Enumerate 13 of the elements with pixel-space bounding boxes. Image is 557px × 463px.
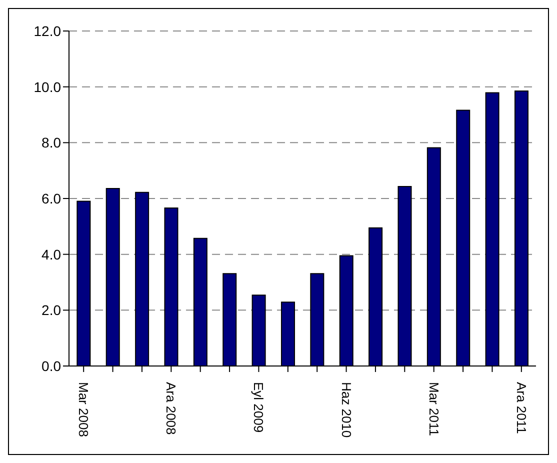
y-tick-label: 4.0 (42, 246, 62, 262)
x-tick-label: Mar 2008 (76, 382, 92, 437)
y-tick-label: 8.0 (42, 134, 62, 151)
x-tick-label: Ara 2011 (514, 382, 529, 434)
x-tick-label: Eyl 2009 (251, 382, 266, 433)
x-tick-label: Ara 2008 (164, 382, 179, 435)
x-tick-label: Mar 2011 (426, 382, 442, 436)
y-tick-label: 12.0 (34, 22, 62, 39)
x-tick-label: Haz 2010 (338, 382, 354, 438)
y-tick-label: 2.0 (42, 302, 62, 318)
y-tick-label: 0.0 (42, 358, 62, 374)
y-tick-label: 6.0 (42, 190, 62, 206)
y-tick-label: 10.0 (34, 78, 62, 95)
